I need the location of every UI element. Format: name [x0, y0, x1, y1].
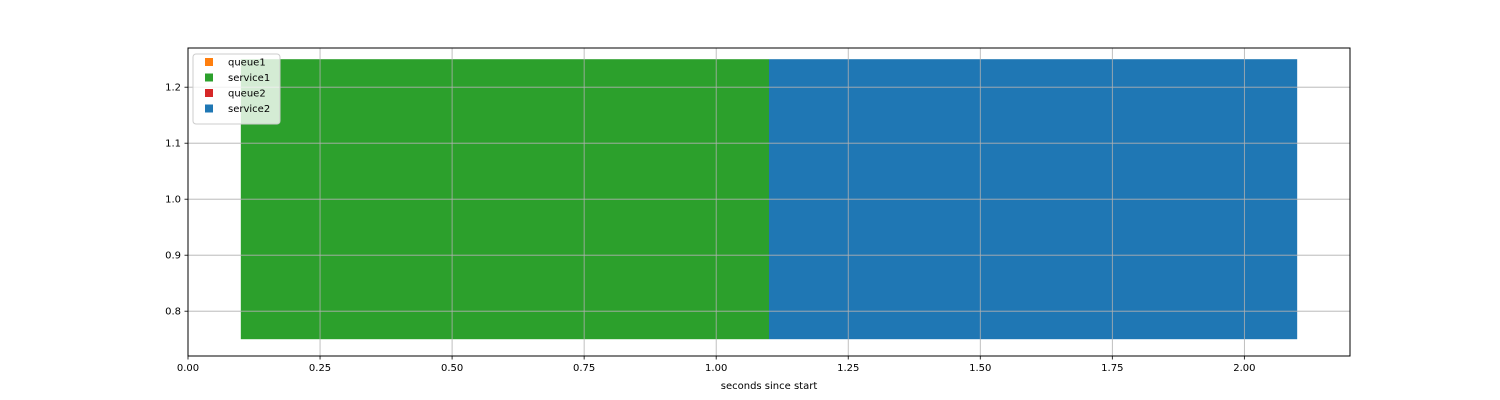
legend-swatch-queue2 — [205, 89, 213, 97]
legend-swatch-queue1 — [205, 58, 213, 66]
x-tick-label: 0.50 — [441, 363, 463, 374]
y-tick-label: 0.8 — [165, 307, 181, 318]
legend-swatch-service2 — [205, 104, 213, 113]
legend-label-queue1: queue1 — [228, 58, 266, 69]
y-tick-label: 1.2 — [165, 83, 181, 94]
plot-frame — [187, 47, 1351, 357]
legend-box — [192, 53, 281, 125]
legend-label-service1: service1 — [228, 73, 270, 84]
legend-label-service2: service2 — [228, 104, 270, 115]
legend-swatch-service1 — [205, 73, 213, 82]
y-axis: 0.8 0.9 1.0 1.1 1.2 — [165, 83, 188, 318]
x-tick-label: 0.25 — [309, 363, 331, 374]
x-tick-label: 1.50 — [969, 363, 991, 374]
x-tick-label: 1.75 — [1101, 363, 1123, 374]
y-tick-label: 1.1 — [165, 139, 181, 150]
y-tick-label: 1.0 — [165, 195, 181, 206]
x-tick-label: 1.25 — [837, 363, 859, 374]
legend-label-queue2: queue2 — [228, 89, 266, 100]
legend: queue1 service1 queue2 service2 — [192, 53, 281, 125]
x-tick-label: 2.00 — [1233, 363, 1255, 374]
x-axis: 0.00 0.25 0.50 0.75 1.00 1.25 1.50 1.75 2.00 — [177, 356, 1255, 374]
x-tick-label: 0.00 — [177, 363, 199, 374]
x-axis-label: seconds since start — [721, 381, 818, 392]
x-tick-label: 0.75 — [573, 363, 595, 374]
x-tick-label: 1.00 — [705, 363, 727, 374]
y-tick-label: 0.9 — [165, 251, 181, 262]
grid-layer — [187, 48, 1350, 356]
